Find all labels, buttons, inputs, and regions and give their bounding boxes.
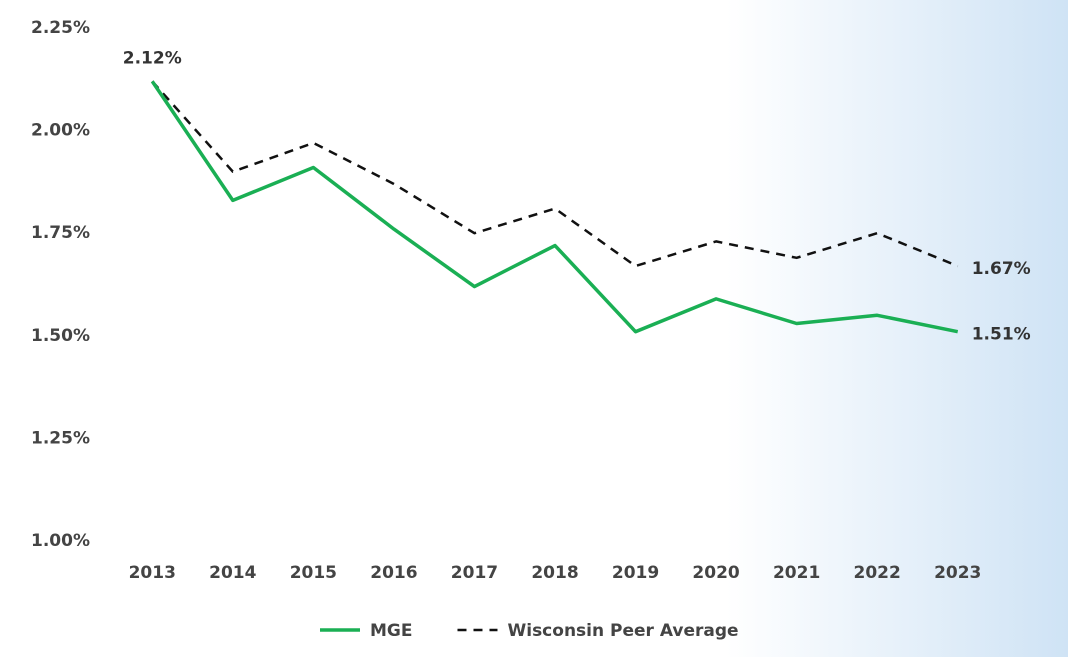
data-label: 2.12% <box>123 48 182 68</box>
x-tick-label: 2021 <box>773 563 820 583</box>
y-tick-label: 1.75% <box>31 223 90 243</box>
y-tick-label: 1.00% <box>31 531 90 551</box>
x-tick-label: 2018 <box>531 563 578 583</box>
x-tick-label: 2015 <box>290 563 337 583</box>
x-tick-label: 2016 <box>370 563 417 583</box>
x-tick-label: 2020 <box>692 563 739 583</box>
x-tick-label: 2017 <box>451 563 498 583</box>
x-tick-label: 2023 <box>934 563 981 583</box>
y-tick-label: 2.25% <box>31 18 90 38</box>
x-tick-label: 2019 <box>612 563 659 583</box>
data-label: 1.51% <box>972 325 1031 345</box>
legend-label: MGE <box>370 621 412 641</box>
series-line <box>151 80 959 268</box>
x-tick-label: 2013 <box>129 563 176 583</box>
x-tick-label: 2014 <box>209 563 256 583</box>
series-line <box>150 80 959 334</box>
y-tick-label: 1.50% <box>31 326 90 346</box>
legend-label: Wisconsin Peer Average <box>507 621 738 641</box>
y-tick-label: 1.25% <box>31 428 90 448</box>
data-label: 1.67% <box>972 259 1031 279</box>
y-tick-label: 2.00% <box>31 121 90 141</box>
x-tick-label: 2022 <box>854 563 901 583</box>
